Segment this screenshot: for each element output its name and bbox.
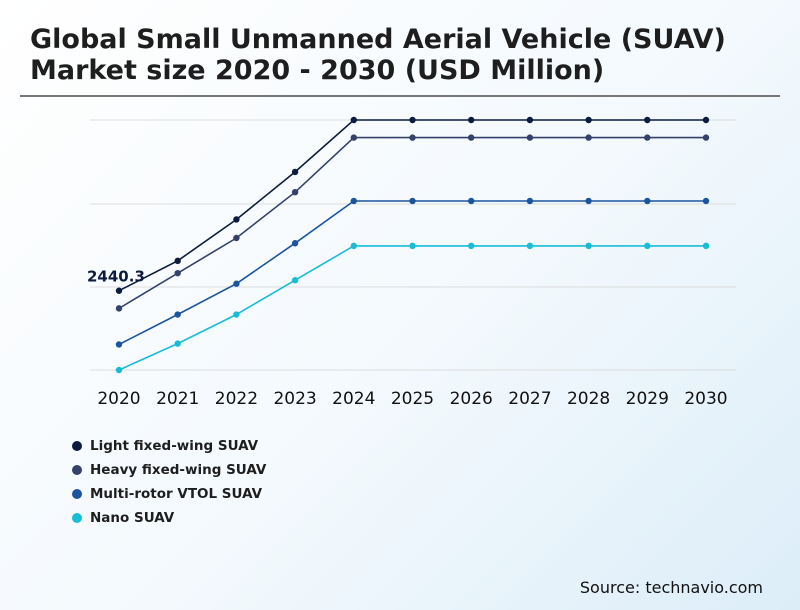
legend-item: Heavy fixed-wing SUAV [72, 458, 266, 482]
series-line-1 [118, 136, 706, 310]
title-divider [20, 95, 780, 97]
data-point-2-5 [409, 197, 416, 205]
data-point-0-5 [409, 116, 416, 124]
data-point-0-0 [115, 287, 123, 294]
legend: Light fixed-wing SUAV Heavy fixed-wing SU… [72, 434, 266, 530]
legend-item: Multi-rotor VTOL SUAV [72, 482, 266, 506]
legend-marker-icon [72, 489, 82, 499]
series-line-3 [118, 245, 706, 371]
x-tick-label-2027: 2027 [508, 389, 551, 409]
data-point-2-0 [115, 341, 123, 348]
data-point-2-2 [233, 280, 240, 287]
data-point-2-9 [644, 197, 651, 205]
legend-item: Nano SUAV [72, 506, 266, 530]
data-point-2-8 [585, 197, 592, 205]
data-point-2-6 [468, 197, 475, 205]
x-tick-label-2025: 2025 [391, 389, 434, 409]
data-point-1-5 [409, 134, 416, 141]
data-point-1-1 [174, 269, 181, 277]
data-point-0-3 [291, 168, 299, 176]
data-point-2-10 [702, 197, 710, 205]
x-tick-label-2024: 2024 [332, 389, 375, 409]
data-point-3-4 [350, 242, 357, 250]
series-line-2 [118, 200, 706, 346]
data-point-1-9 [644, 134, 651, 141]
source-note: Source: technavio.com [579, 578, 763, 597]
data-point-3-10 [702, 242, 710, 250]
data-point-1-2 [233, 234, 240, 242]
data-point-0-4 [350, 116, 357, 124]
legend-marker-icon [72, 441, 82, 451]
data-point-3-9 [644, 242, 651, 250]
data-label-0: 2440.3 [87, 268, 145, 286]
legend-marker-icon [72, 465, 82, 475]
x-tick-label-2028: 2028 [567, 389, 610, 409]
data-point-1-3 [291, 188, 299, 196]
data-point-3-8 [585, 242, 592, 250]
x-tick-label-2030: 2030 [684, 389, 727, 409]
data-point-3-2 [233, 311, 240, 318]
data-point-0-1 [174, 257, 181, 265]
x-tick-label-2020: 2020 [97, 389, 140, 409]
legend-item: Light fixed-wing SUAV [72, 434, 266, 458]
data-point-3-1 [174, 340, 181, 347]
legend-label: Light fixed-wing SUAV [90, 438, 259, 454]
legend-label: Nano SUAV [90, 510, 175, 526]
data-point-2-1 [174, 311, 181, 318]
x-tick-label-2022: 2022 [215, 389, 258, 409]
data-points [115, 116, 710, 374]
legend-label: Heavy fixed-wing SUAV [90, 462, 267, 478]
data-point-3-0 [115, 366, 123, 374]
data-point-0-9 [644, 116, 651, 124]
legend-label: Multi-rotor VTOL SUAV [90, 486, 263, 502]
data-point-2-4 [350, 197, 357, 205]
data-point-1-0 [115, 305, 123, 312]
data-point-1-4 [350, 134, 357, 141]
data-point-3-6 [468, 242, 475, 250]
annotations: 2440.3 [87, 268, 145, 286]
data-point-1-7 [526, 134, 534, 141]
x-tick-label-2026: 2026 [450, 389, 493, 409]
chart-title: Global Small Unmanned Aerial Vehicle (SU… [30, 24, 726, 86]
data-point-1-8 [585, 134, 592, 141]
data-point-1-10 [702, 134, 710, 141]
x-axis-ticks: 2020 2021 2022 2023 2024 2025 2026 2027 2028 2029… [97, 389, 727, 409]
data-point-0-2 [233, 216, 240, 223]
x-tick-label-2023: 2023 [273, 389, 316, 409]
data-point-0-7 [526, 116, 534, 124]
data-point-2-3 [291, 240, 299, 247]
x-tick-label-2021: 2021 [156, 389, 199, 409]
series-line-0 [118, 119, 706, 292]
legend-marker-icon [72, 513, 82, 523]
x-tick-label-2029: 2029 [626, 389, 669, 409]
data-point-0-10 [702, 116, 710, 124]
data-point-3-3 [291, 277, 299, 284]
data-point-0-8 [585, 116, 592, 124]
data-point-1-6 [468, 134, 475, 141]
data-point-3-7 [526, 242, 534, 250]
line-chart: 2440.3 2020 2021 2022 2023 2024 2025 2026 2027 2… [87, 116, 736, 409]
data-point-3-5 [409, 242, 416, 250]
data-point-2-7 [526, 197, 534, 205]
data-point-0-6 [468, 116, 475, 124]
